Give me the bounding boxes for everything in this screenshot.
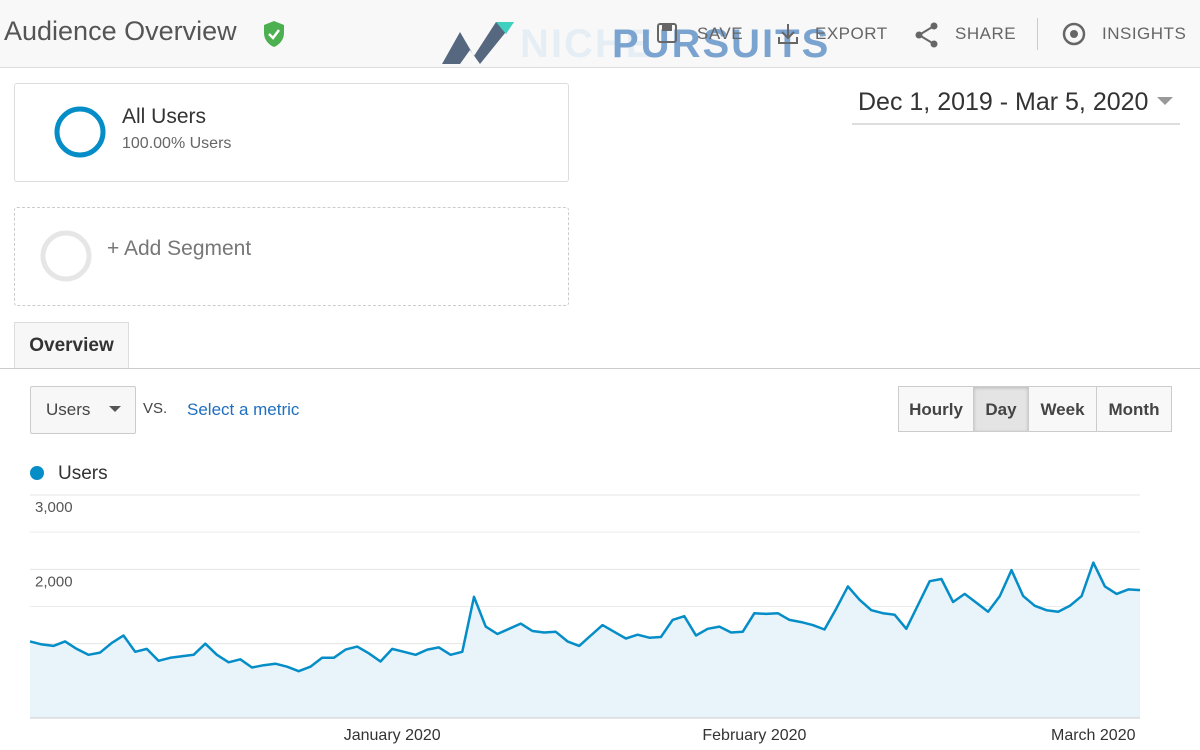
vs-label: VS. (143, 400, 168, 417)
legend-label: Users (58, 463, 108, 484)
save-icon (657, 23, 677, 43)
watermark-logo (442, 22, 514, 64)
dropdown-arrow (1157, 97, 1173, 105)
area (30, 562, 1140, 718)
export-button[interactable]: EXPORT (815, 24, 888, 43)
select-metric-link[interactable]: Select a metric (187, 400, 300, 419)
add-segment-ring (40, 230, 92, 282)
granularity-button[interactable]: Day (973, 386, 1029, 432)
page-title: Audience Overview (4, 16, 237, 46)
y-tick-label: 3,000 (35, 499, 73, 516)
divider (1037, 18, 1038, 50)
save-button[interactable]: SAVE (697, 24, 744, 43)
metric-label: Users (46, 400, 91, 419)
watermark: NICHE (520, 22, 655, 66)
granularity-button[interactable]: Week (1028, 386, 1097, 432)
legend-dot (30, 466, 44, 480)
x-tick-label: March 2020 (1051, 727, 1136, 744)
insights-icon (1062, 22, 1086, 46)
x-tick-label: January 2020 (344, 727, 441, 744)
export-icon (778, 24, 798, 44)
line (29, 561, 1141, 673)
date-range[interactable]: Dec 1, 2019 - Mar 5, 2020 (858, 88, 1149, 116)
dropdown-arrow (109, 406, 121, 412)
top-bar (0, 0, 1200, 68)
share-button[interactable]: SHARE (955, 24, 1017, 43)
y-tick-label: 2,000 (35, 573, 73, 590)
add-segment-card[interactable] (14, 207, 569, 306)
tab-line (0, 368, 1200, 369)
granularity-button[interactable]: Hourly (898, 386, 974, 432)
segment-card[interactable] (14, 83, 569, 182)
add-segment-label[interactable]: + Add Segment (107, 237, 252, 260)
verified-icon (264, 21, 284, 47)
insights-button[interactable]: INSIGHTS (1102, 24, 1187, 43)
segment-name: All Users (122, 105, 207, 128)
share-icon (915, 22, 938, 48)
segment-ring (54, 106, 106, 158)
segment-detail: 100.00% Users (122, 135, 232, 152)
x-tick-label: February 2020 (702, 727, 806, 744)
overview-tab[interactable]: Overview (14, 322, 129, 369)
granularity-button[interactable]: Month (1096, 386, 1172, 432)
date-underline (852, 123, 1180, 125)
metric-dropdown[interactable] (30, 386, 136, 434)
